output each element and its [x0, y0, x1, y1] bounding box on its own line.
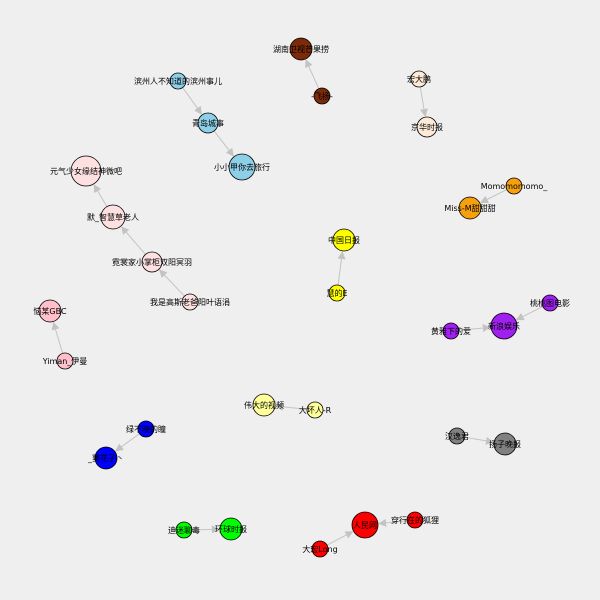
- node-label: 我是高斯老爸阳叶语涓: [150, 297, 230, 307]
- node-label: 小小甲你去旅行: [214, 162, 270, 172]
- graph-node[interactable]: [458, 196, 482, 220]
- graph-node[interactable]: [448, 427, 466, 445]
- node-label: _窦花子丶: [87, 453, 124, 463]
- graph-node[interactable]: [442, 322, 460, 340]
- graph-node[interactable]: [490, 312, 518, 340]
- node-label: 穿行在的狐狸: [391, 515, 439, 525]
- node-label: 扬子晚报: [489, 439, 521, 449]
- node-label: -飞扬-: [311, 91, 333, 101]
- node-label: 人民网: [353, 521, 377, 530]
- graph-node[interactable]: [137, 420, 155, 438]
- edge-n15-n14: [337, 251, 346, 286]
- node-label: 伟大的视频: [244, 400, 284, 410]
- graph-node[interactable]: [493, 432, 517, 456]
- node-label: 迪迷聊毒: [168, 525, 200, 535]
- edge-n25-n26: [464, 436, 494, 445]
- graph-node[interactable]: [332, 228, 356, 252]
- graph-node[interactable]: [313, 87, 331, 105]
- graph-node[interactable]: [289, 37, 313, 61]
- edge-n12-n13: [480, 189, 508, 204]
- node-label: 新浪娱乐: [488, 321, 520, 331]
- node-label: 慧的E: [326, 288, 347, 298]
- node-label: 宏大鹏: [407, 74, 431, 84]
- edge-n18-n17: [458, 324, 491, 332]
- graph-node[interactable]: [175, 521, 193, 539]
- node-label: 汉逸君: [445, 431, 469, 441]
- graph-node[interactable]: [38, 299, 62, 323]
- node-label: Yiman_伊曼: [42, 356, 88, 366]
- node-label: 桃桃图电影: [530, 298, 570, 308]
- node-label: 湖南卫视芒果捞: [273, 44, 329, 54]
- node-label: 元气少女缘结神微吧: [50, 166, 122, 176]
- node-layer: [38, 37, 559, 558]
- graph-node[interactable]: [252, 393, 276, 417]
- node-label: 环球时报: [215, 524, 247, 534]
- graph-node[interactable]: [406, 511, 424, 529]
- node-label: 恼某GBC: [33, 306, 67, 316]
- graph-node[interactable]: [181, 293, 199, 311]
- node-label: 大宏Long: [302, 544, 337, 554]
- graph-node[interactable]: [306, 401, 324, 419]
- graph-node[interactable]: [351, 511, 379, 539]
- node-label: 中国日报: [328, 235, 360, 245]
- node-label: 默_智慧草老人: [87, 212, 139, 222]
- edge-n2-n1: [305, 59, 320, 89]
- edge-n16-n17: [515, 306, 544, 321]
- node-label: 霓裳家小掌柜双阳冥羽: [112, 257, 192, 267]
- edge-layer: [51, 59, 544, 546]
- graph-node[interactable]: [169, 72, 187, 90]
- edge-n28-n27: [378, 518, 408, 527]
- graph-node[interactable]: [141, 251, 163, 273]
- node-label: 绿不晓的瞳: [126, 424, 166, 434]
- node-label: 青岛城事: [192, 118, 224, 128]
- edge-n20-n19: [51, 321, 64, 354]
- edge-n3-n4: [419, 86, 428, 117]
- edge-n30-n31: [191, 525, 220, 534]
- edge-n10-n9: [120, 226, 146, 255]
- node-label: 京华时报: [411, 122, 443, 132]
- node-label: Miss-M甜甜甜: [444, 203, 495, 213]
- node-label: 黄雅下的爱: [431, 326, 471, 336]
- edge-n29-n27: [326, 531, 354, 546]
- graph-node[interactable]: [416, 116, 438, 138]
- edge-n23-n24: [115, 433, 140, 452]
- graph-node[interactable]: [505, 177, 523, 195]
- graph-node[interactable]: [197, 112, 219, 134]
- graph-node[interactable]: [541, 294, 559, 312]
- edge-n22-n21: [275, 402, 308, 411]
- graph-node[interactable]: [70, 155, 102, 187]
- graph-node[interactable]: [311, 540, 329, 558]
- edge-n11-n10: [159, 269, 185, 297]
- graph-node[interactable]: [328, 284, 346, 302]
- graph-node[interactable]: [410, 70, 428, 88]
- graph-node[interactable]: [219, 517, 243, 541]
- edge-n6-n7: [213, 130, 234, 157]
- node-label: 滨州人不知道的滨州事儿: [134, 76, 222, 86]
- graph-node[interactable]: [100, 204, 126, 230]
- node-label: Momomomomo_: [481, 182, 549, 191]
- graph-node[interactable]: [94, 446, 118, 470]
- edge-n5-n6: [182, 87, 203, 115]
- graph-node[interactable]: [228, 153, 256, 181]
- node-label: 大坏人-R: [299, 405, 332, 415]
- edge-n9-n8: [93, 184, 108, 207]
- graph-node[interactable]: [56, 352, 74, 370]
